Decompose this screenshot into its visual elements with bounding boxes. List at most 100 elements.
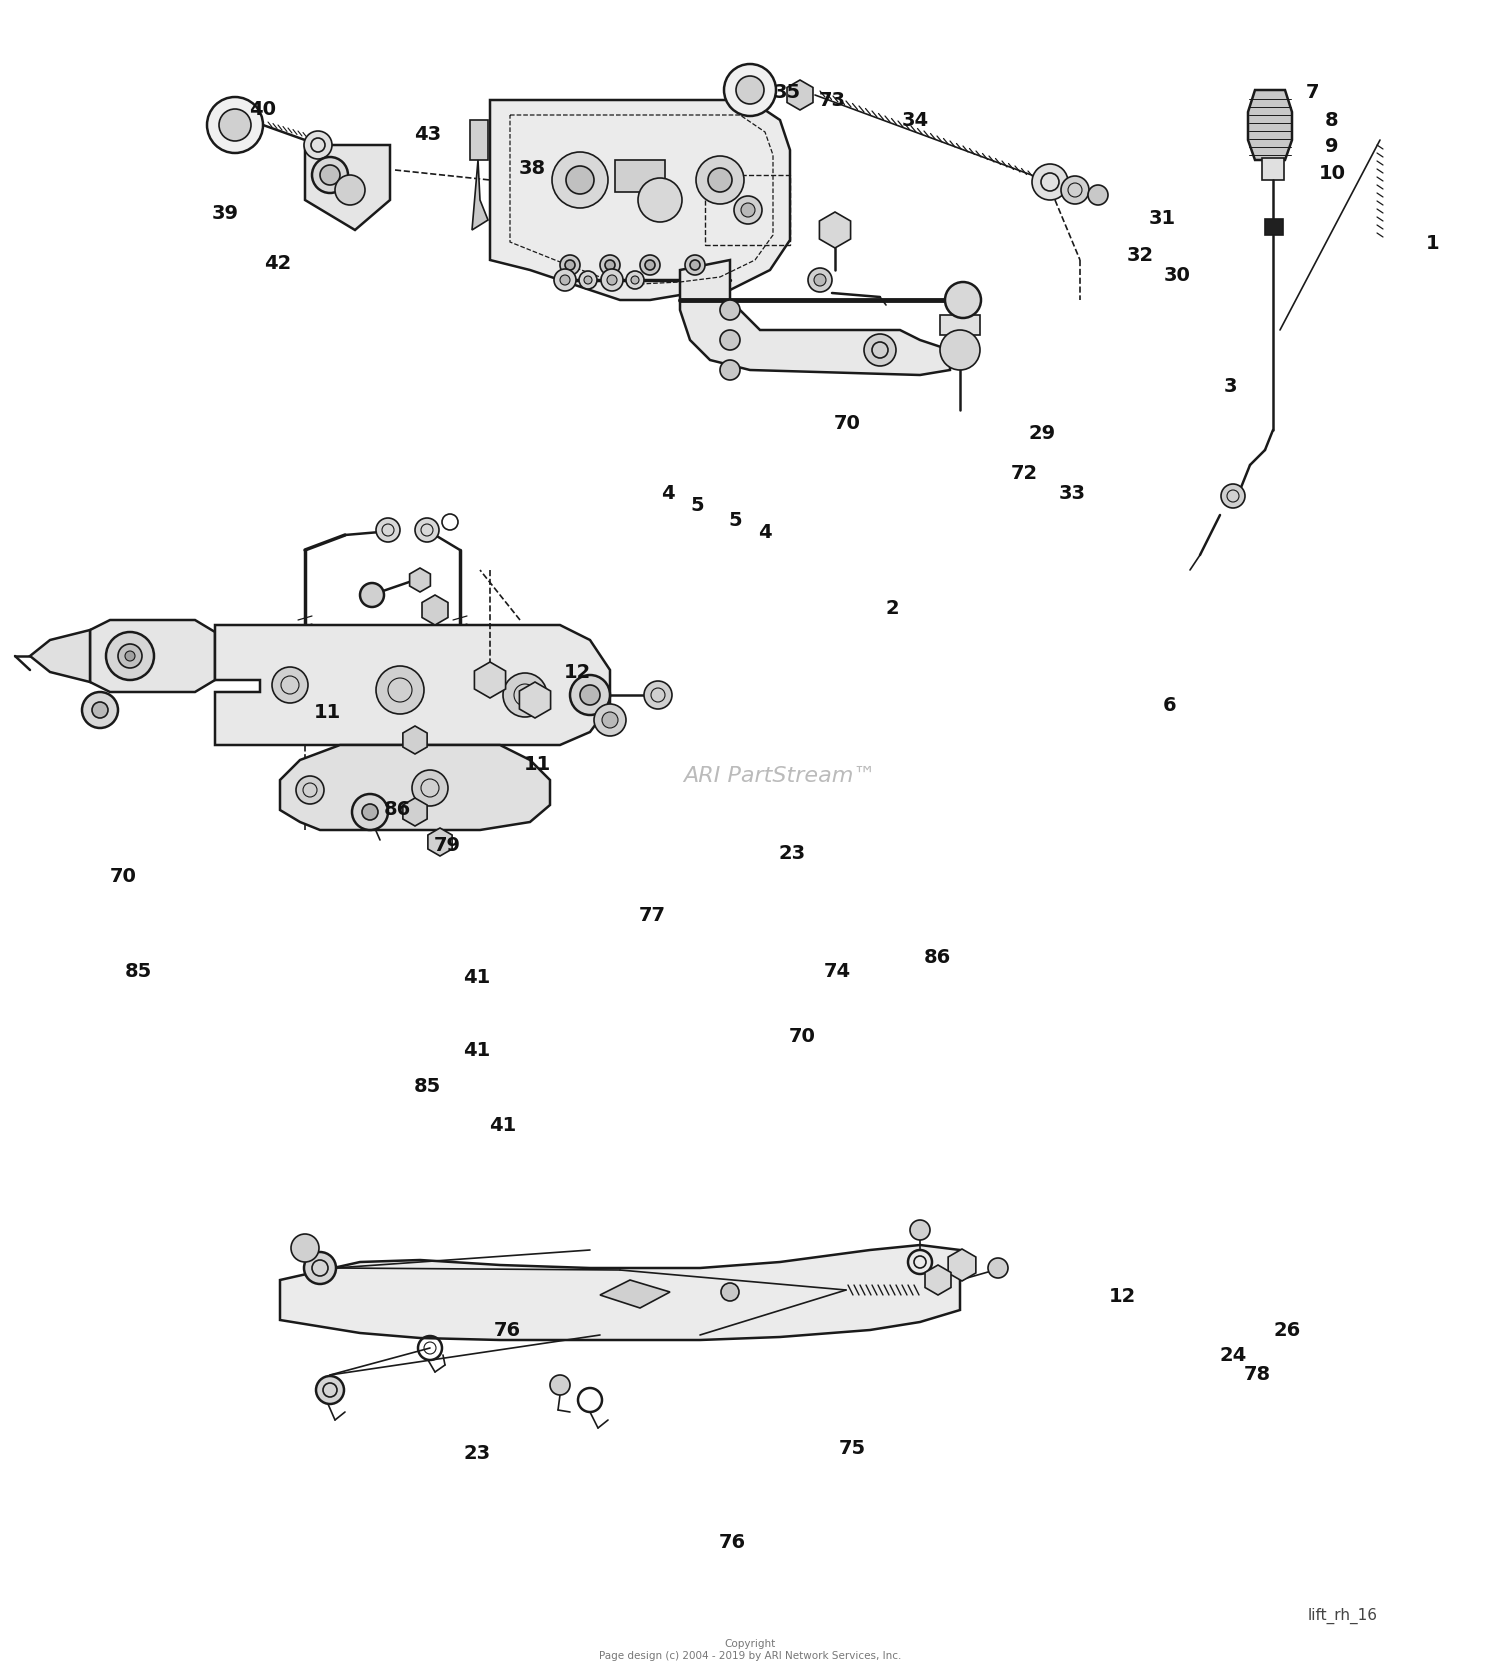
Text: 78: 78 xyxy=(1244,1364,1270,1384)
Circle shape xyxy=(570,675,610,716)
Circle shape xyxy=(552,151,608,208)
Circle shape xyxy=(686,255,705,276)
Bar xyxy=(470,119,488,160)
Circle shape xyxy=(1088,185,1108,205)
Circle shape xyxy=(416,517,440,543)
Text: 9: 9 xyxy=(1326,136,1338,156)
Circle shape xyxy=(560,255,580,276)
Text: 73: 73 xyxy=(819,91,846,111)
Text: 11: 11 xyxy=(524,754,550,774)
Text: 5: 5 xyxy=(728,511,742,531)
Text: 6: 6 xyxy=(1162,696,1178,716)
Text: 23: 23 xyxy=(464,1443,490,1463)
Polygon shape xyxy=(404,726,427,754)
Text: ARI PartStream™: ARI PartStream™ xyxy=(684,766,876,786)
Text: 70: 70 xyxy=(834,413,861,433)
Text: 86: 86 xyxy=(384,800,411,820)
Polygon shape xyxy=(680,260,950,375)
Polygon shape xyxy=(926,1265,951,1295)
Polygon shape xyxy=(600,1280,670,1309)
Text: 4: 4 xyxy=(758,522,772,543)
Text: 70: 70 xyxy=(110,867,136,887)
Text: 33: 33 xyxy=(1059,484,1086,504)
Circle shape xyxy=(82,692,118,727)
Circle shape xyxy=(304,131,332,160)
Bar xyxy=(705,175,791,245)
Polygon shape xyxy=(472,160,488,230)
Text: 86: 86 xyxy=(924,948,951,968)
Circle shape xyxy=(584,276,592,284)
Text: 31: 31 xyxy=(1149,208,1176,228)
Polygon shape xyxy=(30,630,90,682)
Circle shape xyxy=(566,166,594,193)
Bar xyxy=(1264,218,1282,235)
Circle shape xyxy=(362,805,378,820)
Circle shape xyxy=(560,276,570,286)
Text: 41: 41 xyxy=(464,968,490,988)
Circle shape xyxy=(554,269,576,291)
Circle shape xyxy=(566,260,574,270)
Circle shape xyxy=(638,178,682,222)
Text: 1: 1 xyxy=(1425,234,1440,254)
Text: 77: 77 xyxy=(639,906,666,926)
Circle shape xyxy=(320,165,340,185)
Polygon shape xyxy=(410,568,430,591)
Circle shape xyxy=(207,97,262,153)
Polygon shape xyxy=(214,625,610,744)
Polygon shape xyxy=(490,101,790,301)
Circle shape xyxy=(291,1235,320,1262)
Circle shape xyxy=(741,203,754,217)
Text: 24: 24 xyxy=(1220,1346,1246,1366)
Polygon shape xyxy=(940,314,980,334)
Circle shape xyxy=(632,276,639,284)
Text: 8: 8 xyxy=(1324,111,1340,131)
Circle shape xyxy=(720,301,740,319)
Text: 41: 41 xyxy=(489,1116,516,1136)
Circle shape xyxy=(92,702,108,717)
Circle shape xyxy=(608,276,616,286)
Polygon shape xyxy=(948,1248,976,1280)
Text: 2: 2 xyxy=(885,598,900,618)
Circle shape xyxy=(945,282,981,318)
Circle shape xyxy=(644,680,672,709)
Text: 42: 42 xyxy=(264,254,291,274)
Text: 72: 72 xyxy=(1011,464,1038,484)
Circle shape xyxy=(124,650,135,660)
Circle shape xyxy=(579,270,597,289)
Circle shape xyxy=(940,329,980,370)
Circle shape xyxy=(219,109,251,141)
Circle shape xyxy=(550,1374,570,1394)
Circle shape xyxy=(720,329,740,349)
Text: 10: 10 xyxy=(1318,163,1346,183)
Text: 23: 23 xyxy=(778,843,806,864)
Circle shape xyxy=(815,274,827,286)
Circle shape xyxy=(988,1258,1008,1278)
Text: Copyright
Page design (c) 2004 - 2019 by ARI Network Services, Inc.: Copyright Page design (c) 2004 - 2019 by… xyxy=(598,1640,902,1660)
Text: 12: 12 xyxy=(1108,1287,1136,1307)
Text: 79: 79 xyxy=(433,835,460,855)
Text: 76: 76 xyxy=(718,1532,746,1552)
Circle shape xyxy=(334,175,364,205)
Circle shape xyxy=(580,685,600,706)
Bar xyxy=(615,160,664,192)
Circle shape xyxy=(106,632,154,680)
Circle shape xyxy=(696,156,744,203)
Circle shape xyxy=(604,260,615,270)
Polygon shape xyxy=(304,144,390,230)
Circle shape xyxy=(118,643,142,669)
Circle shape xyxy=(304,1252,336,1284)
Text: 34: 34 xyxy=(902,111,928,131)
Circle shape xyxy=(736,76,764,104)
Circle shape xyxy=(808,269,832,292)
Polygon shape xyxy=(280,1245,960,1341)
Circle shape xyxy=(910,1220,930,1240)
Text: 32: 32 xyxy=(1126,245,1154,265)
Text: 40: 40 xyxy=(249,99,276,119)
Circle shape xyxy=(864,334,895,366)
Polygon shape xyxy=(280,744,550,830)
Text: lift_rh_16: lift_rh_16 xyxy=(1308,1608,1377,1625)
Polygon shape xyxy=(1248,91,1292,160)
Text: 12: 12 xyxy=(564,662,591,682)
Circle shape xyxy=(594,704,626,736)
Circle shape xyxy=(413,769,448,806)
